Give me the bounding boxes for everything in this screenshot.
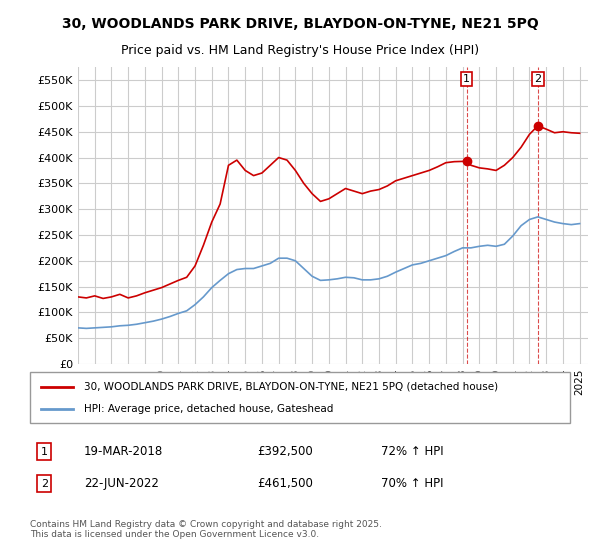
- Text: HPI: Average price, detached house, Gateshead: HPI: Average price, detached house, Gate…: [84, 404, 334, 414]
- Text: 2: 2: [41, 479, 48, 489]
- Text: 2: 2: [534, 74, 541, 84]
- Text: 70% ↑ HPI: 70% ↑ HPI: [381, 477, 443, 490]
- Text: 30, WOODLANDS PARK DRIVE, BLAYDON-ON-TYNE, NE21 5PQ (detached house): 30, WOODLANDS PARK DRIVE, BLAYDON-ON-TYN…: [84, 381, 498, 391]
- Text: £392,500: £392,500: [257, 445, 313, 458]
- Text: 22-JUN-2022: 22-JUN-2022: [84, 477, 159, 490]
- Text: Price paid vs. HM Land Registry's House Price Index (HPI): Price paid vs. HM Land Registry's House …: [121, 44, 479, 57]
- Text: 1: 1: [41, 446, 48, 456]
- Text: 1: 1: [463, 74, 470, 84]
- Text: £461,500: £461,500: [257, 477, 313, 490]
- FancyBboxPatch shape: [30, 372, 570, 423]
- Text: 72% ↑ HPI: 72% ↑ HPI: [381, 445, 443, 458]
- Text: Contains HM Land Registry data © Crown copyright and database right 2025.
This d: Contains HM Land Registry data © Crown c…: [30, 520, 382, 539]
- Text: 30, WOODLANDS PARK DRIVE, BLAYDON-ON-TYNE, NE21 5PQ: 30, WOODLANDS PARK DRIVE, BLAYDON-ON-TYN…: [62, 17, 538, 31]
- Text: 19-MAR-2018: 19-MAR-2018: [84, 445, 163, 458]
